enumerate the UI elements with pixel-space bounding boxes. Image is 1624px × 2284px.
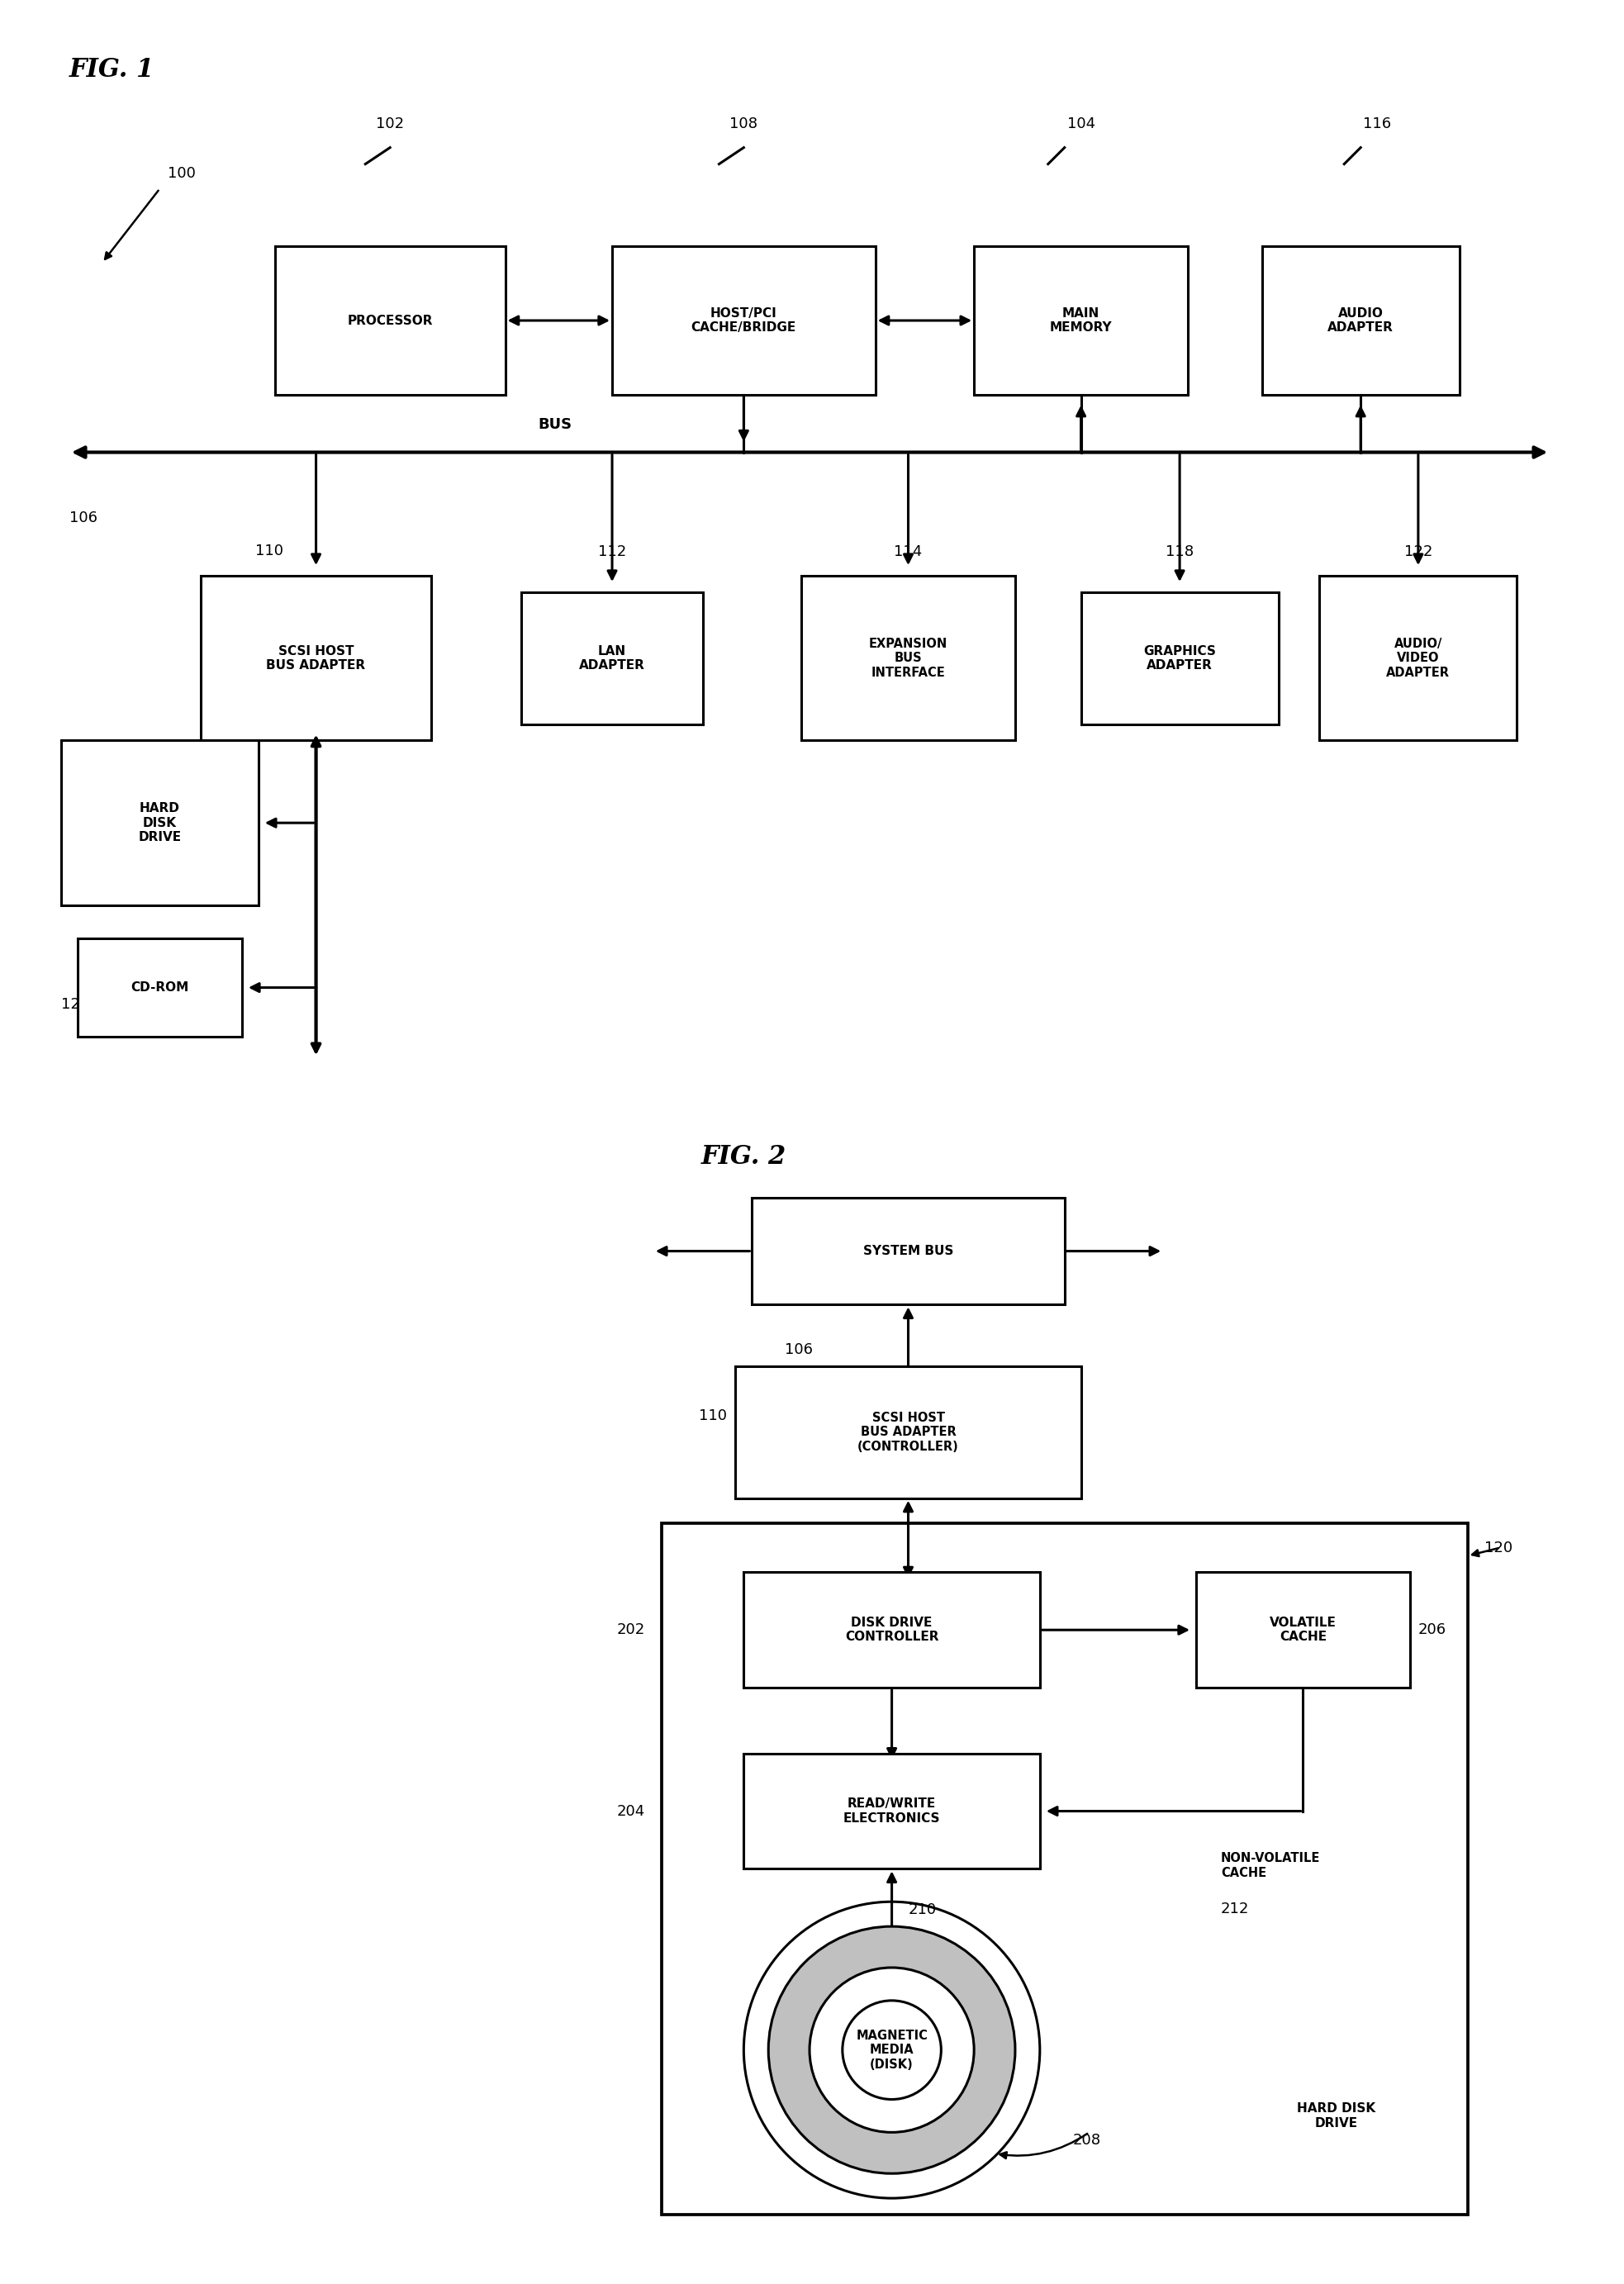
Text: AUDIO/
VIDEO
ADAPTER: AUDIO/ VIDEO ADAPTER [1387, 637, 1450, 678]
Circle shape [768, 1925, 1015, 2174]
Text: 106: 106 [784, 1343, 814, 1357]
Bar [62, 740, 258, 904]
Text: SCSI HOST
BUS ADAPTER
(CONTROLLER): SCSI HOST BUS ADAPTER (CONTROLLER) [857, 1412, 958, 1453]
Text: VOLATILE
CACHE: VOLATILE CACHE [1270, 1617, 1337, 1642]
Text: 110: 110 [700, 1409, 728, 1423]
Text: 118: 118 [1166, 544, 1194, 560]
Text: 202: 202 [617, 1622, 645, 1638]
Text: 116: 116 [1363, 116, 1392, 130]
Text: GRAPHICS
ADAPTER: GRAPHICS ADAPTER [1143, 644, 1216, 671]
Text: 108: 108 [729, 116, 758, 130]
Text: NON-VOLATILE
CACHE: NON-VOLATILE CACHE [1221, 1852, 1320, 1880]
Bar [744, 1754, 1039, 1868]
Bar [974, 247, 1187, 395]
Bar [1082, 592, 1278, 724]
Text: READ/WRITE
ELECTRONICS: READ/WRITE ELECTRONICS [843, 1798, 940, 1825]
Text: 124: 124 [62, 996, 89, 1012]
Text: FIG. 2: FIG. 2 [702, 1144, 786, 1169]
Bar [736, 1366, 1082, 1498]
Text: BUS: BUS [538, 416, 572, 432]
Text: SCSI HOST
BUS ADAPTER: SCSI HOST BUS ADAPTER [266, 644, 365, 671]
Text: 106: 106 [70, 512, 97, 525]
Text: 122: 122 [1405, 544, 1432, 560]
Text: 112: 112 [598, 544, 627, 560]
Bar [521, 592, 703, 724]
Text: AUDIO
ADAPTER: AUDIO ADAPTER [1328, 306, 1393, 333]
Circle shape [843, 2001, 942, 2099]
Text: SYSTEM BUS: SYSTEM BUS [862, 1245, 953, 1256]
Bar [661, 1523, 1468, 2215]
Bar [612, 247, 875, 395]
Text: 206: 206 [1418, 1622, 1447, 1638]
Text: 102: 102 [375, 116, 404, 130]
Text: 210: 210 [908, 1903, 937, 1916]
Bar [1197, 1571, 1410, 1688]
Bar [744, 1571, 1039, 1688]
Bar [752, 1197, 1064, 1304]
Text: FIG. 1: FIG. 1 [70, 57, 154, 82]
Circle shape [809, 1967, 974, 2133]
Text: 114: 114 [895, 544, 922, 560]
Text: CD-ROM: CD-ROM [130, 982, 188, 994]
Text: EXPANSION
BUS
INTERFACE: EXPANSION BUS INTERFACE [869, 637, 947, 678]
Text: MAIN
MEMORY: MAIN MEMORY [1049, 306, 1112, 333]
Text: HARD
DISK
DRIVE: HARD DISK DRIVE [138, 802, 182, 843]
Text: 120: 120 [1484, 1539, 1512, 1555]
Text: LAN
ADAPTER: LAN ADAPTER [580, 644, 645, 671]
Text: 100: 100 [167, 167, 197, 180]
Text: 208: 208 [1073, 2133, 1101, 2147]
Text: 204: 204 [617, 1804, 645, 1818]
Bar [201, 576, 430, 740]
Text: HARD DISK
DRIVE: HARD DISK DRIVE [1296, 2104, 1376, 2129]
Bar [78, 939, 242, 1037]
Bar [801, 576, 1015, 740]
Text: 110: 110 [255, 544, 283, 560]
Bar [1262, 247, 1460, 395]
Text: 120: 120 [62, 790, 89, 806]
Text: DISK DRIVE
CONTROLLER: DISK DRIVE CONTROLLER [844, 1617, 939, 1642]
Text: 212: 212 [1221, 1903, 1249, 1916]
Text: MAGNETIC
MEDIA
(DISK): MAGNETIC MEDIA (DISK) [856, 2030, 927, 2072]
Text: HOST/PCI
CACHE/BRIDGE: HOST/PCI CACHE/BRIDGE [692, 306, 796, 333]
Text: PROCESSOR: PROCESSOR [348, 315, 432, 327]
Text: 104: 104 [1067, 116, 1095, 130]
Bar [1320, 576, 1517, 740]
Bar [274, 247, 505, 395]
